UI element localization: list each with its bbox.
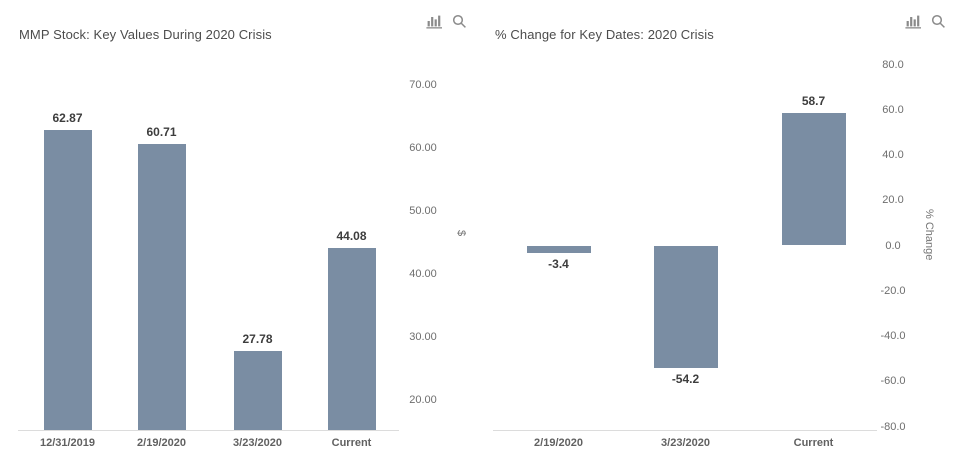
y-tick-label: 40.00: [409, 268, 437, 280]
bar-value-label: -3.4: [548, 257, 569, 272]
y-axis-label: $: [455, 230, 467, 237]
y-tick-label: 50.00: [409, 205, 437, 217]
x-tick-label: 3/23/2020: [661, 437, 710, 449]
y-tick-label: -40.0: [880, 330, 906, 342]
x-axis-line: [18, 430, 399, 431]
bar-12/31/2019[interactable]: [43, 129, 92, 430]
bar-chart-icon[interactable]: [425, 14, 444, 29]
search-icon[interactable]: [452, 14, 467, 29]
x-tick-label: 2/19/2020: [137, 437, 186, 449]
bar-chart-icon[interactable]: [904, 14, 923, 29]
bar-value-label: 44.08: [336, 229, 367, 244]
chart-panel-stock-values: MMP Stock: Key Values During 2020 Crisis…: [18, 14, 467, 449]
bar-value-label: 58.7: [801, 93, 826, 108]
y-tick-label: -60.0: [880, 375, 906, 388]
chart-title: MMP Stock: Key Values During 2020 Crisis: [19, 27, 272, 42]
y-tick-label: -20.0: [880, 284, 906, 297]
bar-Current[interactable]: [327, 248, 376, 430]
chart-toolbar: [425, 14, 467, 29]
y-tick-label: 20.0: [882, 194, 904, 207]
bar-value-label: 62.87: [52, 110, 83, 125]
y-tick-label: 20.00: [409, 394, 437, 406]
y-tick-label: 80.0: [882, 58, 904, 71]
x-tick-label: 3/23/2020: [233, 437, 282, 449]
y-tick-label: 40.0: [882, 149, 904, 161]
x-tick-label: Current: [331, 437, 372, 449]
bar-2/19/2020[interactable]: [526, 245, 591, 254]
y-tick-label: 30.00: [409, 331, 437, 343]
bar-2/19/2020[interactable]: [137, 143, 186, 430]
bar-value-label: 27.78: [242, 331, 273, 346]
search-icon[interactable]: [931, 14, 946, 29]
chart-panel-percent-change: % Change for Key Dates: 2020 Crisis % Ch…: [479, 0, 958, 464]
bar-value-label: 60.71: [146, 124, 177, 139]
chart-toolbar: [904, 14, 946, 29]
x-tick-label: 12/31/2019: [39, 437, 96, 449]
bar-3/23/2020[interactable]: [233, 350, 282, 430]
chart-title: % Change for Key Dates: 2020 Crisis: [495, 27, 714, 42]
bar-Current[interactable]: [781, 112, 846, 246]
bar-value-label: -54.2: [671, 372, 700, 387]
y-tick-label: -80.0: [880, 420, 906, 433]
y-tick-label: 60.00: [409, 142, 437, 154]
y-tick-label: 70.00: [409, 79, 437, 91]
y-axis-label: % Change: [923, 209, 935, 261]
x-axis-line: [493, 430, 877, 431]
y-tick-label: 60.0: [882, 103, 904, 116]
y-tick-label: 0.0: [885, 239, 901, 252]
bar-3/23/2020[interactable]: [653, 245, 718, 369]
x-tick-label: Current: [793, 437, 834, 449]
x-tick-label: 2/19/2020: [534, 437, 583, 449]
